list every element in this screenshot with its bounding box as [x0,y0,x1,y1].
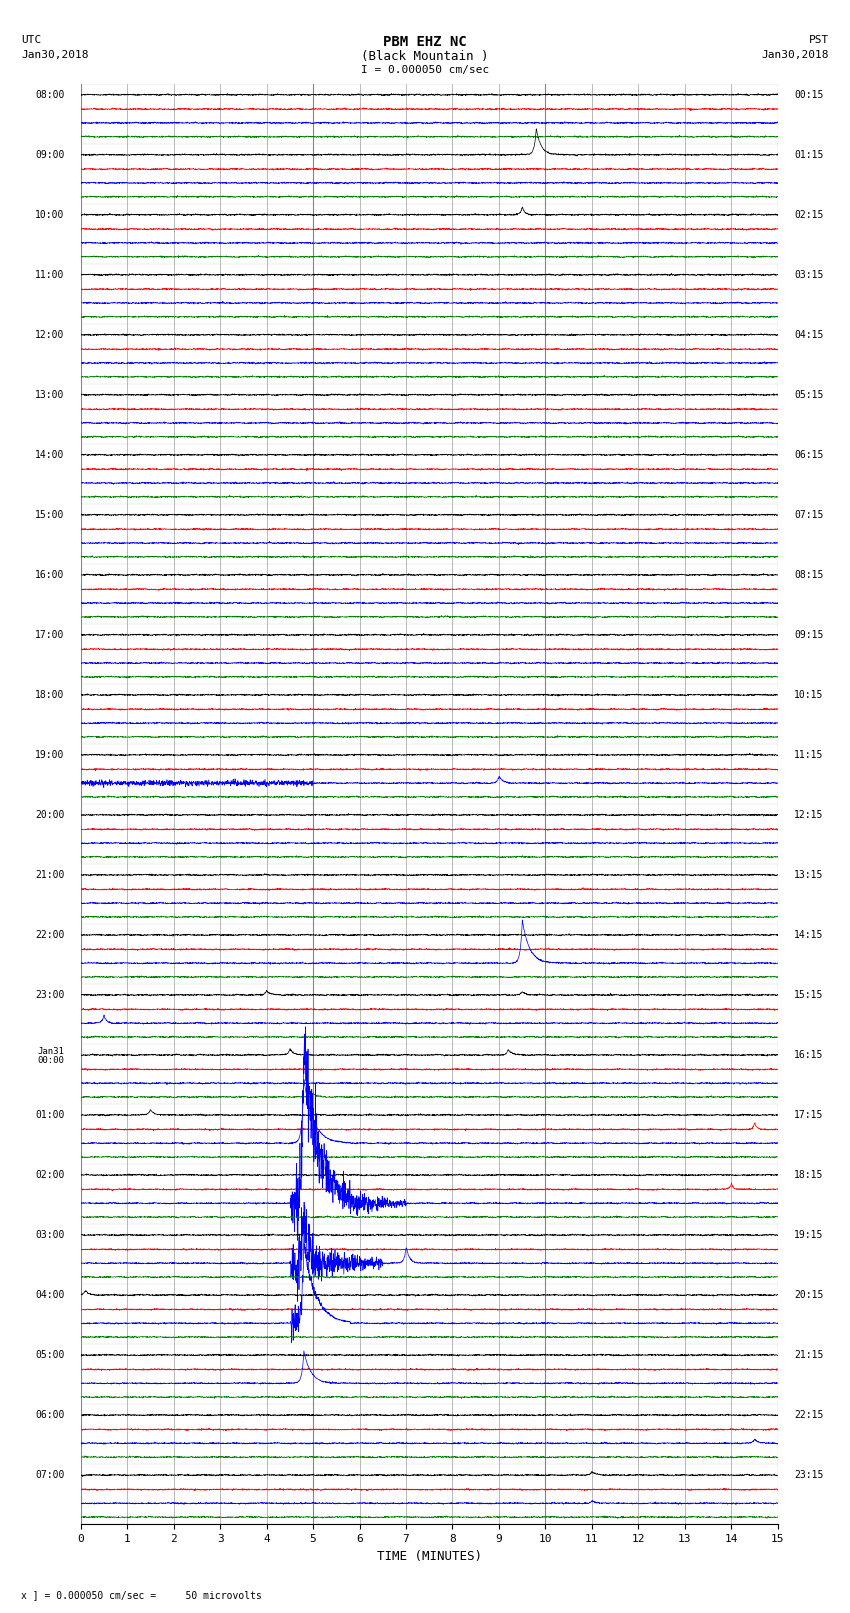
X-axis label: TIME (MINUTES): TIME (MINUTES) [377,1550,482,1563]
Text: 21:15: 21:15 [794,1350,824,1360]
Text: I = 0.000050 cm/sec: I = 0.000050 cm/sec [361,65,489,74]
Text: 13:15: 13:15 [794,869,824,881]
Text: 11:15: 11:15 [794,750,824,760]
Text: 15:00: 15:00 [35,510,65,519]
Text: 10:15: 10:15 [794,690,824,700]
Text: 22:00: 22:00 [35,931,65,940]
Text: 06:15: 06:15 [794,450,824,460]
Text: 20:00: 20:00 [35,810,65,819]
Text: 00:15: 00:15 [794,90,824,100]
Text: 16:00: 16:00 [35,569,65,579]
Text: 19:00: 19:00 [35,750,65,760]
Text: 01:15: 01:15 [794,150,824,160]
Text: 05:00: 05:00 [35,1350,65,1360]
Text: 21:00: 21:00 [35,869,65,881]
Text: 16:15: 16:15 [794,1050,824,1060]
Text: 03:15: 03:15 [794,269,824,279]
Text: 20:15: 20:15 [794,1290,824,1300]
Text: 00:00: 00:00 [37,1057,65,1065]
Text: 04:15: 04:15 [794,329,824,340]
Text: 14:15: 14:15 [794,931,824,940]
Text: 03:00: 03:00 [35,1231,65,1240]
Text: x ] = 0.000050 cm/sec =     50 microvolts: x ] = 0.000050 cm/sec = 50 microvolts [21,1590,262,1600]
Text: 18:00: 18:00 [35,690,65,700]
Text: 18:15: 18:15 [794,1169,824,1181]
Text: 17:00: 17:00 [35,629,65,640]
Text: 23:15: 23:15 [794,1469,824,1481]
Text: PBM EHZ NC: PBM EHZ NC [383,35,467,50]
Text: 08:00: 08:00 [35,90,65,100]
Text: PST: PST [808,35,829,45]
Text: 12:00: 12:00 [35,329,65,340]
Text: 22:15: 22:15 [794,1410,824,1419]
Text: 09:15: 09:15 [794,629,824,640]
Text: 12:15: 12:15 [794,810,824,819]
Text: 11:00: 11:00 [35,269,65,279]
Text: 23:00: 23:00 [35,990,65,1000]
Text: 09:00: 09:00 [35,150,65,160]
Text: 07:00: 07:00 [35,1469,65,1481]
Text: 19:15: 19:15 [794,1231,824,1240]
Text: (Black Mountain ): (Black Mountain ) [361,50,489,63]
Text: 17:15: 17:15 [794,1110,824,1119]
Text: 13:00: 13:00 [35,390,65,400]
Text: 14:00: 14:00 [35,450,65,460]
Text: 02:00: 02:00 [35,1169,65,1181]
Text: 10:00: 10:00 [35,210,65,219]
Text: 07:15: 07:15 [794,510,824,519]
Text: 15:15: 15:15 [794,990,824,1000]
Text: Jan31: Jan31 [37,1047,65,1057]
Text: 02:15: 02:15 [794,210,824,219]
Text: 01:00: 01:00 [35,1110,65,1119]
Text: UTC: UTC [21,35,42,45]
Text: 04:00: 04:00 [35,1290,65,1300]
Text: 05:15: 05:15 [794,390,824,400]
Text: Jan30,2018: Jan30,2018 [762,50,829,60]
Text: 08:15: 08:15 [794,569,824,579]
Text: 06:00: 06:00 [35,1410,65,1419]
Text: Jan30,2018: Jan30,2018 [21,50,88,60]
